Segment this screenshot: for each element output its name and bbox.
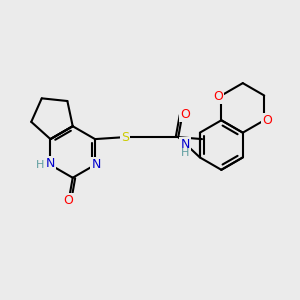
Text: H: H [181, 148, 189, 158]
Text: S: S [121, 130, 129, 144]
Text: O: O [262, 114, 272, 127]
Text: N: N [180, 138, 190, 151]
Text: N: N [46, 158, 55, 170]
Text: H: H [36, 160, 45, 170]
Text: O: O [64, 194, 74, 208]
Text: O: O [213, 90, 223, 103]
Text: N: N [91, 158, 101, 171]
Text: O: O [180, 108, 190, 121]
